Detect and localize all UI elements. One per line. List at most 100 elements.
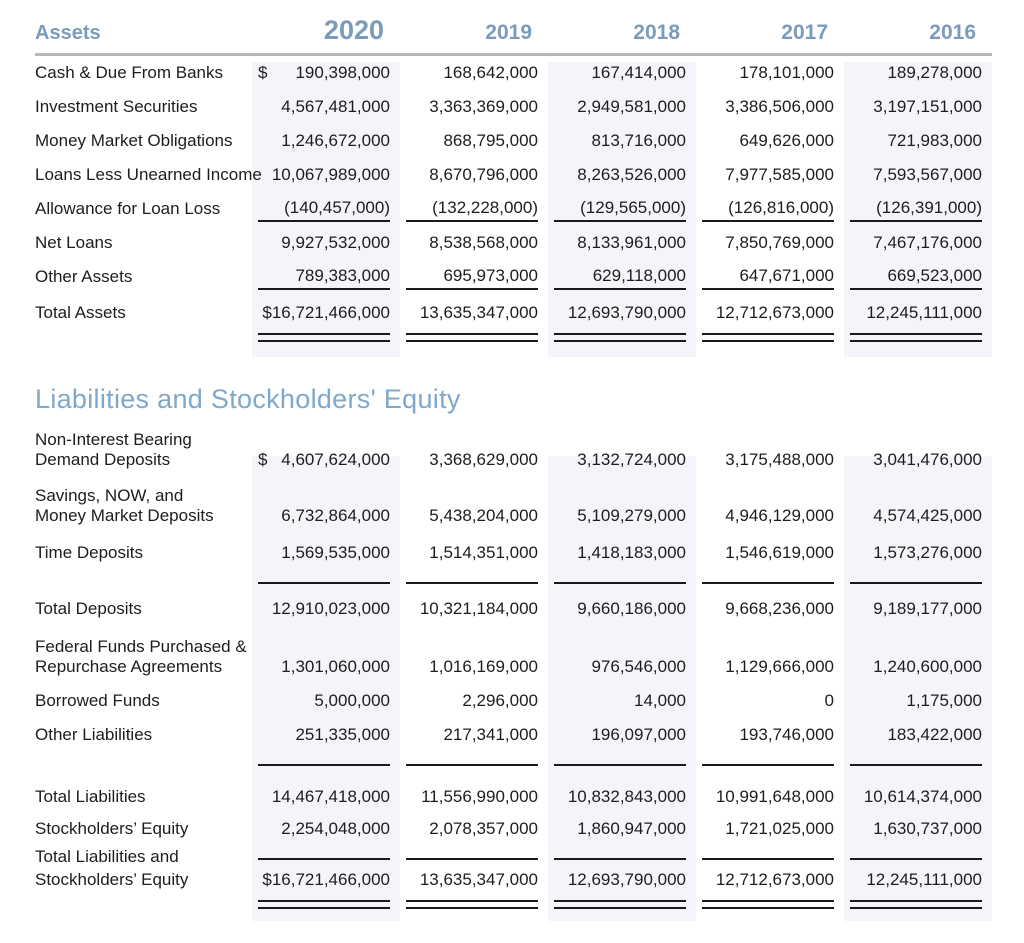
- value-cell-2016: 1,240,600,000: [850, 657, 982, 684]
- value-cell-2017: [702, 333, 834, 342]
- value-cell-2017: 9,668,236,000: [702, 599, 834, 626]
- amount: 217,341,000: [443, 725, 538, 744]
- row-label: Borrowed Funds: [35, 691, 160, 710]
- value-cell-2016: 1,175,000: [850, 691, 982, 718]
- value-cell-2019: 2,078,357,000: [406, 819, 538, 846]
- table-row: Borrowed Funds 5,000,000 2,296,000 14,000 0 1…: [35, 684, 992, 718]
- amount: 178,101,000: [739, 63, 834, 82]
- value-cell-2020: 251,335,000: [258, 725, 390, 752]
- value-cell-2016: 10,614,374,000: [850, 787, 982, 814]
- amount: 6,732,864,000: [281, 506, 390, 525]
- amount: 10,321,184,000: [419, 599, 538, 618]
- amount: 7,977,585,000: [725, 165, 834, 184]
- amount: 3,386,506,000: [725, 97, 834, 116]
- row-label: Loans Less Unearned Income: [35, 165, 262, 184]
- liabilities-section-title: Liabilities and Stockholders' Equity: [35, 384, 461, 414]
- value-cell-2020: 1,246,672,000: [258, 131, 390, 158]
- amount: 7,593,567,000: [873, 165, 982, 184]
- row-label: Stockholders’ Equity: [35, 870, 189, 889]
- value-cell-2016: [850, 846, 982, 860]
- value-cell-2019: 13,635,347,000: [406, 303, 538, 330]
- value-cell-2019: 13,635,347,000: [406, 870, 538, 897]
- amount: 1,569,535,000: [281, 543, 390, 562]
- table-row: Stockholders’ Equity $16,721,466,000 13,63…: [35, 867, 992, 897]
- amount: 12,245,111,000: [866, 303, 982, 322]
- value-cell-2017: 12,712,673,000: [702, 870, 834, 897]
- amount: 7,467,176,000: [873, 233, 982, 252]
- value-cell-2016: 189,278,000: [850, 63, 982, 90]
- amount: 10,991,648,000: [715, 787, 834, 806]
- amount: 2,296,000: [462, 691, 538, 710]
- amount: 3,368,629,000: [429, 450, 538, 469]
- table-row: Non-Interest Bearing Demand Deposits $4,60…: [35, 430, 992, 477]
- total-double-rule-row: [35, 900, 992, 909]
- value-cell-2018: (129,565,000): [554, 198, 686, 222]
- amount: 1,860,947,000: [577, 819, 686, 838]
- amount: 5,109,279,000: [577, 506, 686, 525]
- amount: 4,607,624,000: [281, 450, 390, 469]
- table-row: Cash & Due From Banks $190,398,000 168,642…: [35, 56, 992, 90]
- value-cell-2019: 3,363,369,000: [406, 97, 538, 124]
- amount: $16,721,466,000: [262, 870, 390, 889]
- value-cell-2017: 649,626,000: [702, 131, 834, 158]
- subtotal-rule-row: Total Liabilities and: [35, 846, 992, 867]
- amount: 2,949,581,000: [577, 97, 686, 116]
- amount: 9,927,532,000: [281, 233, 390, 252]
- value-cell-2020: [258, 846, 390, 860]
- amount: 5,000,000: [314, 691, 390, 710]
- row-label: [35, 902, 252, 909]
- amount: 12,910,023,000: [271, 599, 390, 618]
- table-row: Savings, NOW, and Money Market Deposits 6,…: [35, 486, 992, 533]
- amount: 3,363,369,000: [429, 97, 538, 116]
- amount: 196,097,000: [591, 725, 686, 744]
- amount: 251,335,000: [295, 725, 390, 744]
- value-cell-2018: 629,118,000: [554, 266, 686, 290]
- value-cell-2018: 3,132,724,000: [554, 450, 686, 477]
- value-cell-2020: 14,467,418,000: [258, 787, 390, 814]
- row-label: Net Loans: [35, 233, 113, 252]
- value-cell-2019: 868,795,000: [406, 131, 538, 158]
- value-cell-2020: 1,569,535,000: [258, 543, 390, 570]
- column-stripe-2018: [548, 62, 696, 357]
- value-cell-2020: [258, 900, 390, 909]
- table-header-row: Assets 2020 2019 2018 2017 2016: [35, 15, 992, 56]
- value-cell-2020: 789,383,000: [258, 266, 390, 290]
- amount: 3,175,488,000: [725, 450, 834, 469]
- assets-section: Assets 2020 2019 2018 2017 2016 Cash & Due F…: [35, 15, 992, 357]
- amount: 4,574,425,000: [873, 506, 982, 525]
- table-row: Money Market Obligations 1,246,672,000 868…: [35, 124, 992, 158]
- year-header-2019: 2019: [485, 21, 532, 44]
- value-cell-2016: [850, 333, 982, 342]
- row-label: [35, 752, 252, 753]
- amount: 1,573,276,000: [873, 543, 982, 562]
- amount: 14,000: [634, 691, 686, 710]
- value-cell-2018: 14,000: [554, 691, 686, 718]
- value-cell-2020: 5,000,000: [258, 691, 390, 718]
- amount: 976,546,000: [591, 657, 686, 676]
- amount: 12,245,111,000: [866, 870, 982, 889]
- table-row: Investment Securities 4,567,481,000 3,363,…: [35, 90, 992, 124]
- amount: 1,129,666,000: [725, 657, 834, 676]
- row-label: Investment Securities: [35, 97, 198, 116]
- amount: 647,671,000: [739, 266, 834, 285]
- value-cell-2017: 1,546,619,000: [702, 543, 834, 570]
- year-header-2020: 2020: [323, 15, 384, 45]
- value-cell-2017: [702, 570, 834, 584]
- amount: 167,414,000: [591, 63, 686, 82]
- value-cell-2019: 1,514,351,000: [406, 543, 538, 570]
- value-cell-2020: $4,607,624,000: [258, 450, 390, 477]
- value-cell-2018: [554, 570, 686, 584]
- amount: 8,133,961,000: [577, 233, 686, 252]
- amount: 2,078,357,000: [429, 819, 538, 838]
- table-row: Other Assets 789,383,000 695,973,000 629,11…: [35, 260, 992, 294]
- value-cell-2020: 2,254,048,000: [258, 819, 390, 846]
- row-label: Money Market Obligations: [35, 131, 233, 150]
- value-cell-2020: (140,457,000): [258, 198, 390, 222]
- value-cell-2016: (126,391,000): [850, 198, 982, 222]
- value-cell-2016: 3,041,476,000: [850, 450, 982, 477]
- value-cell-2019: 1,016,169,000: [406, 657, 538, 684]
- amount: 12,693,790,000: [567, 303, 686, 322]
- amount: 629,118,000: [592, 266, 686, 285]
- row-label: Allowance for Loan Loss: [35, 199, 221, 218]
- value-cell-2019: 3,368,629,000: [406, 450, 538, 477]
